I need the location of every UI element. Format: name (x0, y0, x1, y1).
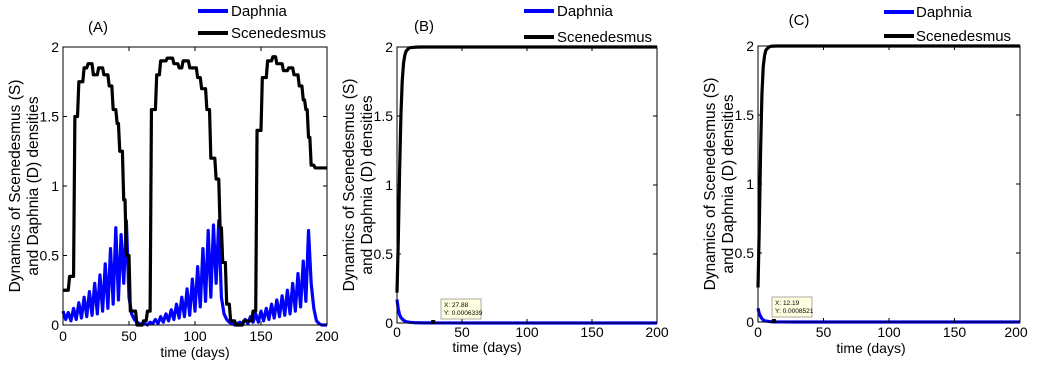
datatip-y: Y: 0.0008521 (775, 308, 814, 315)
y-tick-label: 0 (746, 314, 754, 330)
panel-b: (B) Daphnia Scenedesmus X: 27.88 Y: 0.00… (341, 3, 669, 355)
legend-label-daphnia: Daphnia (557, 3, 614, 20)
y-tick-label: 1.5 (735, 107, 755, 123)
legend: Daphnia Scenedesmus (524, 3, 652, 46)
y-tick-label: 1.5 (40, 109, 60, 125)
series-line-scenedesmus (63, 55, 327, 327)
datatip-marker (431, 320, 436, 324)
y-tick-label: 0 (385, 315, 393, 331)
datatip-x: X: 12.19 (775, 300, 800, 307)
y-tick-label: 2 (746, 38, 754, 54)
y-tick-label: 1.5 (374, 108, 394, 124)
panel-a: (A) Daphnia Scenedesmus 0 50 100 150 200… (7, 3, 339, 360)
legend-label-scenedesmus: Scenedesmus (557, 29, 652, 46)
y-axis-label-line1: Dynamics of Scenedesmus (S) (341, 79, 358, 292)
x-tick-label: 200 (1004, 324, 1028, 340)
series-line-daphnia (61, 219, 327, 327)
x-tick-label: 150 (580, 324, 604, 340)
axis-ticks (396, 46, 658, 324)
legend-label-scenedesmus: Scenedesmus (916, 28, 1011, 45)
y-tick-label: 0 (51, 317, 59, 333)
axis-ticks (757, 45, 1021, 323)
x-tick-label: 100 (515, 324, 539, 340)
datatip-marker (771, 319, 776, 323)
y-axis-label-line1: Dynamics of Scenedesmus (S) (702, 78, 719, 291)
panel-c: (C) Daphnia Scenedesmus X: 12.19 Y: 0.00… (702, 4, 1028, 356)
plot-area-frame (757, 45, 1021, 323)
y-tick-label: 2 (385, 39, 393, 55)
series-layer (61, 55, 327, 327)
datatip: X: 27.88 Y: 0.0006339 (431, 298, 483, 324)
y-axis-label-line2: and Daphnia (D) densities (359, 95, 376, 274)
x-axis-label: time (days) (836, 340, 905, 356)
panel-label: (C) (789, 12, 810, 29)
legend: Daphnia Scenedesmus (884, 4, 1011, 45)
series-line-scenedesmus (756, 44, 1020, 288)
y-tick-label: 0.5 (735, 245, 755, 261)
legend-label-daphnia: Daphnia (916, 4, 973, 21)
y-tick-label: 1 (746, 176, 754, 192)
y-tick-label: 0.5 (374, 246, 394, 262)
x-tick-label: 100 (183, 328, 207, 344)
datatip-box (440, 298, 482, 320)
legend: Daphnia Scenedesmus (198, 3, 326, 42)
datatip: X: 12.19 Y: 0.0008521 (771, 296, 814, 323)
x-tick-label: 50 (816, 324, 832, 340)
y-axis-label-line2: and Daphnia (D) densities (720, 94, 737, 273)
panel-label: (A) (88, 19, 108, 36)
x-tick-label: 50 (121, 328, 137, 344)
datatip-x: X: 27.88 (444, 302, 469, 309)
y-axis-label-line1: Dynamics of Scenedesmus (S) (7, 80, 24, 293)
x-tick-label: 0 (59, 328, 67, 344)
x-tick-label: 100 (877, 324, 901, 340)
x-tick-label: 50 (454, 324, 470, 340)
y-tick-label: 1 (385, 177, 393, 193)
x-tick-label: 0 (754, 324, 762, 340)
x-axis-label: time (days) (452, 339, 521, 355)
x-tick-label: 200 (645, 324, 669, 340)
series-layer (756, 44, 1020, 324)
x-tick-label: 0 (393, 324, 401, 340)
legend-label-daphnia: Daphnia (231, 3, 288, 20)
legend-label-scenedesmus: Scenedesmus (231, 25, 326, 42)
axis-ticks (62, 46, 328, 326)
datatip-y: Y: 0.0006339 (444, 310, 483, 317)
panel-label: (B) (414, 18, 434, 35)
plot-area-frame (396, 46, 658, 324)
series-line-scenedesmus (395, 45, 657, 293)
x-tick-label: 150 (943, 324, 967, 340)
series-layer (395, 45, 657, 325)
y-tick-label: 2 (51, 39, 59, 55)
y-tick-label: 1 (51, 178, 59, 194)
y-tick-label: 0.5 (40, 248, 60, 264)
x-tick-label: 200 (315, 328, 339, 344)
x-axis-label: time (days) (160, 344, 229, 360)
y-axis-label-line2: and Daphnia (D) densities (25, 96, 42, 275)
datatip-box (771, 296, 813, 318)
x-tick-label: 150 (249, 328, 273, 344)
